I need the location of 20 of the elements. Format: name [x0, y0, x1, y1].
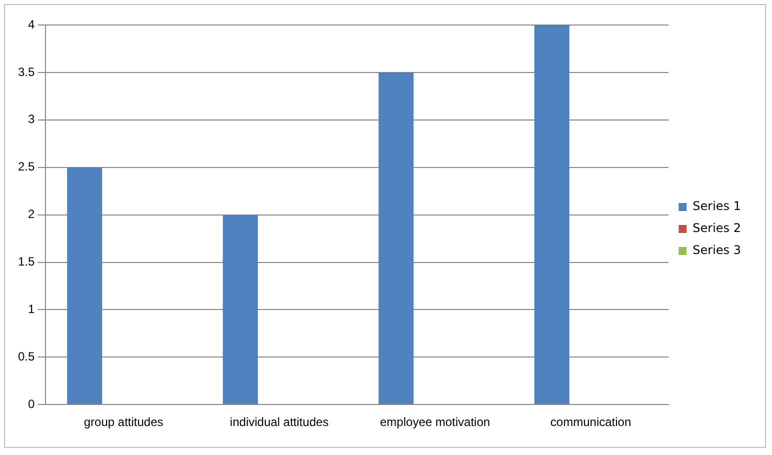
legend-label: Series 3 — [692, 243, 742, 258]
y-tick-label: 1 — [28, 302, 35, 316]
y-tick-label: 2 — [28, 207, 35, 222]
x-tick-label: employee motivation — [380, 415, 490, 430]
y-tick-label: 1.5 — [18, 254, 35, 269]
y-tick-label: 4 — [28, 17, 35, 32]
bar — [222, 214, 258, 404]
y-tick-label: 0.5 — [18, 349, 35, 364]
x-tick-label: communication — [550, 415, 632, 430]
y-tick-label: 3 — [28, 112, 35, 126]
bar — [378, 72, 414, 404]
x-tick-label: group attitudes — [84, 415, 164, 430]
legend-label: Series 2 — [692, 221, 742, 236]
y-tick-label: 0 — [28, 396, 35, 411]
bar — [67, 167, 102, 404]
x-tick-label: individual attitudes — [230, 415, 329, 430]
legend-label: Series 1 — [692, 199, 742, 214]
bar — [534, 25, 570, 404]
y-tick-label: 2.5 — [18, 160, 35, 174]
y-tick-label: 3.5 — [18, 64, 35, 79]
